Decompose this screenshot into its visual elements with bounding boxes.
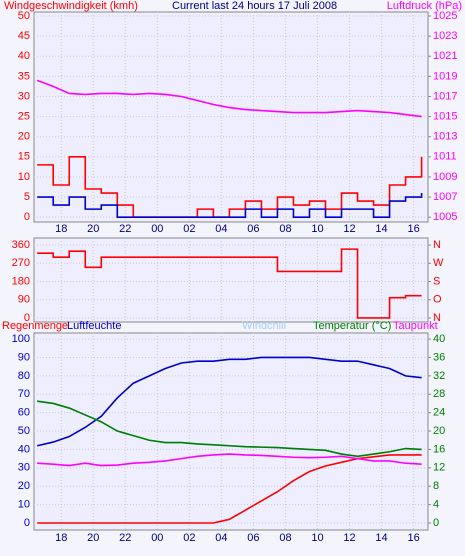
y-tick-label: 0	[24, 517, 30, 529]
y2-tick-label: 0	[433, 517, 439, 529]
y2-tick-label: 1021	[433, 50, 457, 62]
y2-tick-label: 24	[433, 407, 445, 419]
y-tick-label: 35	[18, 70, 30, 82]
y2-tick-label: N	[433, 239, 441, 251]
y2-tick-label: 32	[433, 370, 445, 382]
y-tick-label: 25	[18, 111, 30, 123]
y-tick-label: 40	[18, 50, 30, 62]
y2-tick-label: 8	[433, 480, 439, 492]
y2-tick-label: 1009	[433, 171, 457, 183]
y2-tick-label: S	[433, 275, 440, 287]
x-tick-label: 10	[311, 532, 323, 544]
x-tick-label: 18	[55, 223, 67, 235]
y2-tick-label: 4	[433, 499, 439, 511]
series-line	[37, 156, 423, 218]
x-tick-label: 06	[247, 223, 259, 235]
y2-tick-label: 36	[433, 351, 445, 363]
legend-entry: Windchill	[242, 320, 286, 332]
y2-tick-label: 40	[433, 333, 445, 345]
y-tick-label: 20	[18, 480, 30, 492]
y-tick-label: 0	[24, 312, 30, 324]
x-tick-label: 12	[343, 223, 355, 235]
plot-area	[33, 332, 429, 531]
y2-tick-label: 20	[433, 425, 445, 437]
x-tick-label: 08	[279, 532, 291, 544]
y2-tick-label: 1025	[433, 10, 457, 22]
series-line	[37, 248, 422, 319]
x-tick-label: 18	[55, 532, 67, 544]
y-tick-label: 70	[18, 388, 30, 400]
y-tick-label: 20	[18, 131, 30, 143]
y-tick-label: 60	[18, 407, 30, 419]
y-tick-label: 50	[18, 425, 30, 437]
y2-tick-label: N	[433, 312, 441, 324]
legend-entry: Taupunkt	[393, 320, 438, 332]
legend-entry: Temperatur (°C)	[313, 320, 391, 332]
x-tick-label: 22	[119, 223, 131, 235]
series-line	[36, 79, 422, 118]
x-tick-label: 16	[407, 223, 419, 235]
x-tick-label: 04	[215, 532, 227, 544]
x-tick-label: 14	[375, 223, 387, 235]
plot-area	[33, 11, 429, 223]
y2-tick-label: 1005	[433, 211, 457, 223]
chart-title: Current last 24 hours 17 Juli 2008	[172, 0, 337, 12]
y-tick-label: 40	[18, 443, 30, 455]
y-tick-label: 15	[18, 151, 30, 163]
x-tick-label: 20	[87, 223, 99, 235]
plot-area	[33, 237, 429, 323]
y2-tick-label: 1017	[433, 90, 457, 102]
legend-entry: Luftfeuchte	[67, 320, 121, 332]
x-tick-label: 00	[151, 223, 163, 235]
y2-tick-label: 1013	[433, 131, 457, 143]
x-tick-label: 22	[119, 532, 131, 544]
y-tick-label: 10	[18, 171, 30, 183]
x-tick-label: 04	[215, 223, 227, 235]
y-tick-label: 30	[18, 462, 30, 474]
y2-tick-label: 1015	[433, 111, 457, 123]
y2-tick-label: 16	[433, 443, 445, 455]
y-tick-label: 80	[18, 370, 30, 382]
y2-tick-label: 28	[433, 388, 445, 400]
x-tick-label: 10	[311, 223, 323, 235]
y2-tick-label: O	[433, 294, 442, 306]
y2-tick-label: 12	[433, 462, 445, 474]
series-line	[37, 400, 422, 458]
y-axis-label: Windgeschwindigkeit (kmh)	[4, 0, 138, 12]
y2-tick-label: 1007	[433, 191, 457, 203]
x-tick-label: 12	[343, 532, 355, 544]
legend-entry: Regenmenge	[2, 320, 68, 332]
y2-axis-label: Luftdruck (hPa)	[387, 0, 462, 12]
series-line	[37, 356, 422, 447]
y-tick-label: 90	[18, 351, 30, 363]
x-tick-label: 02	[183, 223, 195, 235]
y-tick-label: 180	[12, 275, 30, 287]
series-line	[37, 453, 422, 467]
y2-tick-label: 1023	[433, 30, 457, 42]
x-tick-label: 16	[407, 532, 419, 544]
y-tick-label: 90	[18, 294, 30, 306]
y2-tick-label: W	[433, 257, 444, 269]
y-tick-label: 270	[12, 257, 30, 269]
x-tick-label: 00	[151, 532, 163, 544]
x-tick-label: 20	[87, 532, 99, 544]
x-tick-label: 02	[183, 532, 195, 544]
x-tick-label: 08	[279, 223, 291, 235]
series-line	[37, 193, 423, 218]
x-tick-label: 14	[375, 532, 387, 544]
y-tick-label: 100	[12, 333, 30, 345]
y-tick-label: 5	[24, 191, 30, 203]
y-tick-label: 50	[18, 10, 30, 22]
y2-tick-label: 1011	[433, 151, 457, 163]
y-tick-label: 45	[18, 30, 30, 42]
y2-tick-label: 1019	[433, 70, 457, 82]
y-tick-label: 0	[24, 211, 30, 223]
y-tick-label: 360	[12, 239, 30, 251]
y-tick-label: 10	[18, 499, 30, 511]
y-tick-label: 30	[18, 90, 30, 102]
x-tick-label: 06	[247, 532, 259, 544]
